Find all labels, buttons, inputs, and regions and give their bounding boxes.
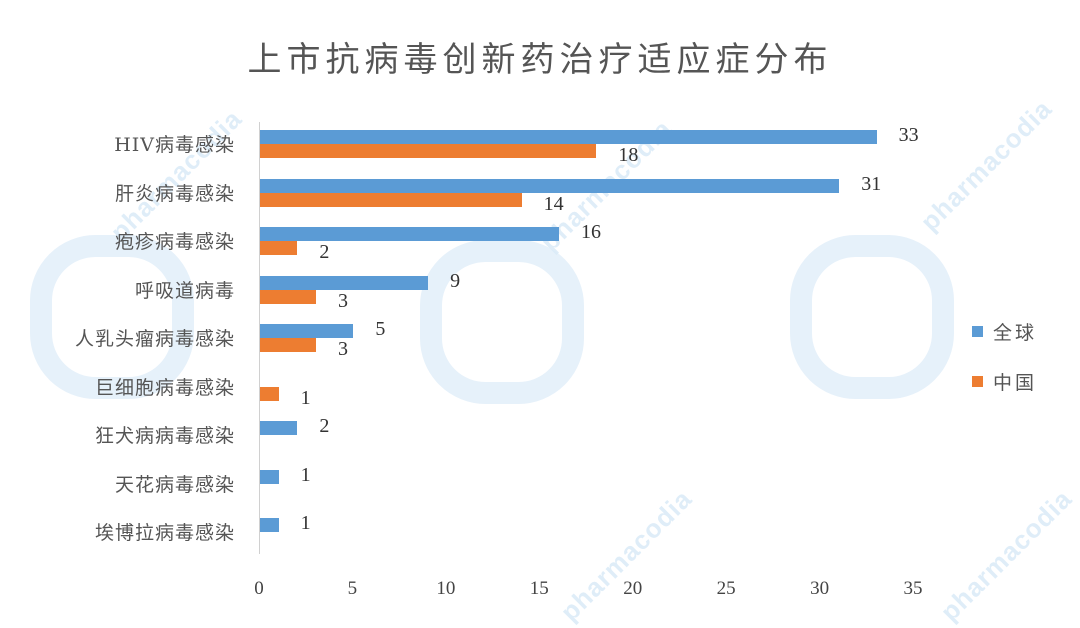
data-label: 3 [338, 289, 349, 312]
data-label: 3 [338, 338, 349, 360]
bar-global [260, 130, 877, 144]
data-label: 5 [375, 318, 386, 340]
category-label: 呼吸道病毒 [134, 279, 235, 302]
category-label: 埃博拉病毒感染 [94, 522, 235, 544]
x-tick-label: 0 [254, 578, 264, 599]
data-label: 1 [300, 386, 311, 409]
category-label: 狂犬病病毒感染 [94, 425, 235, 447]
category-label: HIV病毒感染 [114, 134, 235, 156]
data-label: 14 [543, 192, 564, 215]
data-label: 9 [450, 269, 461, 292]
bar-global [260, 227, 559, 241]
x-tick-label: 5 [347, 578, 358, 599]
category-label: 天花病毒感染 [114, 473, 235, 496]
data-label: 18 [618, 144, 639, 166]
bar-china [260, 241, 298, 255]
legend-item-china: 中国 [972, 368, 1037, 394]
x-tick-label: 25 [716, 578, 736, 599]
bar-china [260, 338, 317, 352]
bar-china [260, 192, 522, 207]
data-label: 16 [580, 221, 601, 243]
x-tick-label: 30 [810, 578, 830, 599]
category-label: 疱疹病毒感染 [114, 231, 235, 253]
x-tick-label: 35 [903, 578, 923, 599]
bar-china [260, 144, 597, 158]
x-tick-label: 15 [529, 578, 549, 599]
category-label: 巨细胞病毒感染 [94, 376, 235, 399]
data-label: 1 [300, 512, 311, 534]
data-label: 2 [319, 415, 330, 437]
bar-global [260, 518, 279, 532]
bar-china [260, 386, 279, 401]
x-tick-label: 20 [623, 578, 643, 599]
legend-swatch-global [972, 325, 983, 337]
bar-global [260, 421, 298, 435]
bar-global [260, 469, 279, 484]
bar-global [260, 275, 429, 290]
chart-title: 上市抗病毒创新药治疗适应症分布 [247, 40, 833, 80]
category-label: 肝炎病毒感染 [114, 182, 235, 205]
category-label: 人乳头瘤病毒感染 [74, 328, 235, 350]
bar-global [260, 178, 840, 193]
legend-swatch-china [972, 375, 983, 387]
bar-china [260, 289, 317, 304]
legend-label: 中国 [993, 371, 1038, 394]
legend-item-global: 全球 [972, 318, 1037, 344]
legend: 全球 中国 [972, 318, 1037, 418]
data-label: 1 [300, 463, 311, 486]
y-axis-line [259, 122, 260, 554]
data-label: 33 [898, 124, 919, 146]
data-label: 2 [319, 241, 330, 263]
x-tick-label: 10 [436, 578, 456, 599]
data-label: 31 [861, 172, 882, 195]
bar-global [260, 324, 354, 338]
legend-label: 全球 [993, 321, 1038, 344]
